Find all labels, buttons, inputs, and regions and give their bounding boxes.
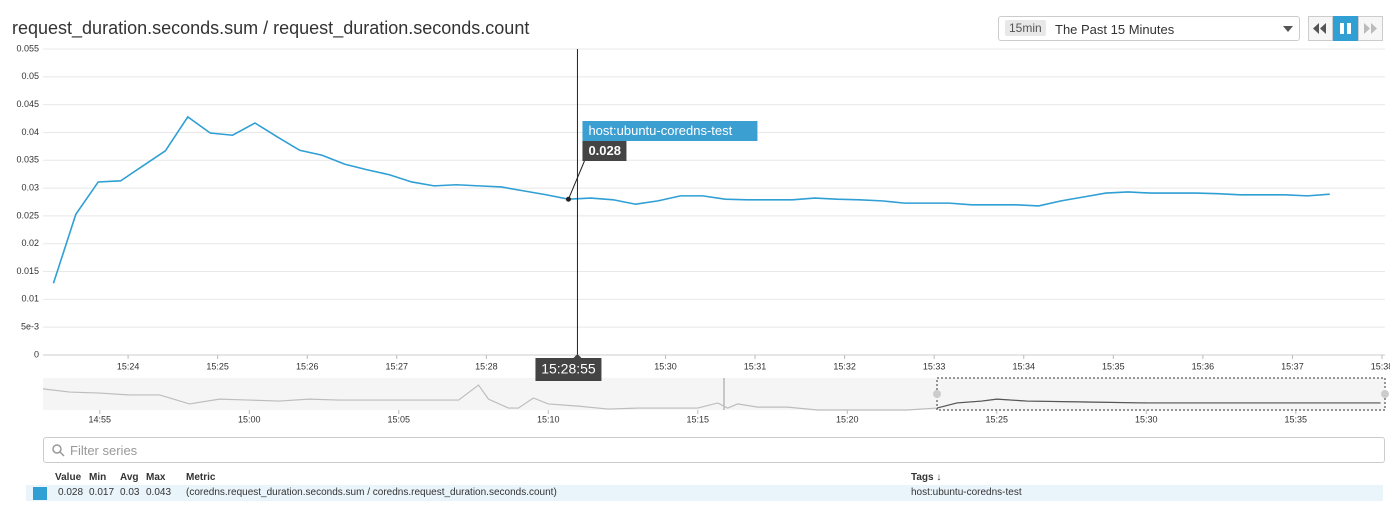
overview-background	[43, 378, 1385, 410]
x-tick-label: 15:05	[388, 414, 411, 424]
y-tick-label: 0.015	[16, 266, 39, 276]
rewind-icon	[1313, 23, 1326, 34]
x-tick-label: 15:26	[296, 361, 319, 371]
x-tick-label: 15:15	[687, 414, 710, 424]
x-tick-label: 15:32	[833, 361, 856, 371]
series-line	[52, 115, 1330, 284]
forward-icon	[1364, 23, 1377, 34]
cell: 0.017	[89, 487, 115, 498]
x-tick-label: 15:25	[206, 361, 229, 371]
tooltip-label-bg	[582, 121, 758, 141]
x-tick-label: 15:27	[386, 361, 409, 371]
tooltip-value-bg	[582, 141, 627, 161]
main-chart: 0 5e-3 0.01 0.015 0.02 0.025 0.03 0.035 0.04 0.04…	[16, 43, 1394, 381]
charts: 0 5e-3 0.01 0.015 0.02 0.025 0.03 0.035 0.04 0.04…	[16, 43, 1394, 424]
x-tick-label: 15:00	[238, 414, 261, 424]
pause-icon	[1340, 23, 1351, 34]
x-tick-label: 15:35	[1285, 414, 1308, 424]
y-tick-label: 0	[34, 349, 39, 359]
series-swatch	[33, 487, 47, 500]
x-tick-label: 15:33	[923, 361, 946, 371]
column-header[interactable]: Tags ↓	[911, 472, 942, 483]
x-tick-label: 15:36	[1192, 361, 1215, 371]
y-tick-label: 0.045	[16, 99, 39, 109]
x-tick-label: 15:37	[1281, 361, 1304, 371]
x-tick-label: 15:28	[475, 361, 498, 371]
cell: 0.03	[120, 487, 140, 498]
x-tick-label: 15:10	[537, 414, 560, 424]
filter-input[interactable]: Filter series	[43, 437, 1385, 463]
x-tick-label: 15:38	[1371, 361, 1394, 371]
y-tick-label: 0.05	[21, 71, 39, 81]
cell: 0.028	[58, 487, 84, 498]
selection-handle	[933, 390, 942, 398]
column-header: Metric	[186, 472, 216, 483]
time-selector[interactable]: 15min The Past 15 Minutes	[998, 16, 1300, 41]
cell: host:ubuntu-coredns-test	[911, 487, 1022, 498]
x-tick-label: 15:31	[744, 361, 767, 371]
graph-title: request_duration.seconds.sum / request_d…	[12, 18, 530, 38]
selection-handle	[1381, 390, 1389, 398]
hover-time-pointer	[573, 354, 582, 358]
y-tick-label: 0.01	[21, 294, 39, 304]
cell: 0.043	[146, 487, 172, 498]
y-tick-label: 0.035	[16, 155, 39, 165]
y-tick-label: 5e-3	[21, 322, 39, 332]
selected-line	[937, 398, 1381, 409]
column-header: Value	[55, 472, 82, 483]
hover-connector	[567, 160, 585, 200]
forward-button[interactable]	[1358, 16, 1383, 41]
column-header: Avg	[120, 472, 139, 483]
x-tick-label: 14:55	[89, 414, 112, 424]
tooltip-label: host:ubuntu-coredns-test	[588, 123, 732, 138]
rewind-button[interactable]	[1308, 16, 1333, 41]
time-badge: 15min	[1005, 20, 1046, 36]
x-tick-label: 15:25	[986, 414, 1009, 424]
dropdown-arrow	[1283, 26, 1293, 32]
search-icon	[52, 444, 65, 457]
hover-point	[565, 196, 571, 202]
column-header: Min	[89, 472, 107, 483]
hover-time: 15:28:55	[541, 361, 596, 377]
x-tick-label: 15:34	[1012, 361, 1035, 371]
pause-button[interactable]	[1333, 16, 1358, 41]
hover-time-bg	[535, 358, 602, 381]
y-tick-label: 0.04	[21, 127, 39, 137]
x-tick-label: 15:30	[654, 361, 677, 371]
y-tick-label: 0.02	[21, 238, 39, 248]
playback-controls	[1308, 16, 1383, 41]
y-tick-label: 0.025	[16, 210, 39, 220]
tooltip-value: 0.028	[588, 143, 621, 158]
x-tick-label: 15:20	[836, 414, 859, 424]
filter-placeholder: Filter series	[70, 443, 138, 458]
y-tick-label: 0.055	[16, 43, 39, 53]
y-tick-label: 0.03	[21, 182, 39, 192]
overview-chart[interactable]: 14:55 15:00 15:05 15:10 15:15 15:20 15:25 15:30…	[42, 377, 1389, 424]
x-tick-label: 15:30	[1135, 414, 1158, 424]
x-tick-label: 15:35	[1102, 361, 1125, 371]
legend-row[interactable]	[26, 485, 1383, 501]
x-tick-label: 15:24	[117, 361, 140, 371]
cell: (coredns.request_duration.seconds.sum / …	[186, 487, 557, 498]
column-header: Max	[146, 472, 166, 483]
time-range: The Past 15 Minutes	[1055, 22, 1175, 37]
